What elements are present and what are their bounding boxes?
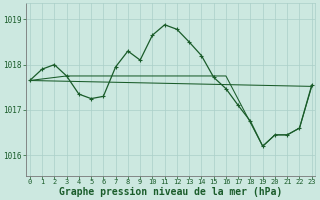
X-axis label: Graphe pression niveau de la mer (hPa): Graphe pression niveau de la mer (hPa) [59, 186, 283, 197]
